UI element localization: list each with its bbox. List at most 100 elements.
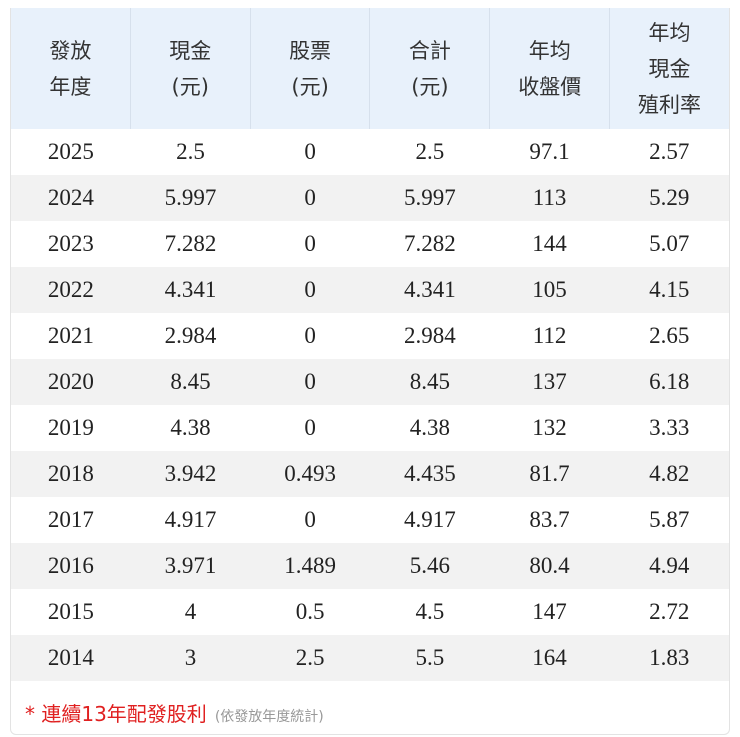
table-cell: 2014 (47, 645, 94, 670)
table-cell: 4.94 (649, 553, 690, 578)
table-cell: 2.984 (403, 323, 456, 348)
table-row: 2023 7.282 0 7.282 144 5.07 (11, 221, 729, 267)
header-cell: 股票 (元) (249, 8, 370, 129)
table-row: 2024 5.997 0 5.997 113 5.29 (11, 175, 729, 221)
table-cell: 2017 (47, 507, 94, 532)
table-cell: 2025 (47, 139, 94, 164)
table-cell: 3.942 (164, 461, 217, 486)
table-cell: 112 (532, 323, 567, 348)
table-cell: 105 (532, 277, 567, 302)
table-cell: 5.5 (415, 645, 445, 670)
table-cell: 5.07 (649, 231, 690, 256)
header-text: 現金 (648, 56, 691, 81)
header-text: (元) (291, 74, 329, 99)
table-cell: 2023 (47, 231, 94, 256)
table-row: 2015 4 0.5 4.5 147 2.72 (11, 589, 729, 635)
table-cell: 0 (304, 415, 316, 440)
header-text: 收盤價 (518, 74, 582, 99)
table-cell: 83.7 (529, 507, 570, 532)
table-row: 2014 3 2.5 5.5 164 1.83 (11, 635, 729, 681)
header-cell: 年均 現金 殖利率 (609, 8, 729, 129)
table-cell: 2020 (47, 369, 94, 394)
table-cell: 2024 (47, 185, 94, 210)
table-cell: 113 (532, 185, 567, 210)
table-cell: 8.45 (170, 369, 211, 394)
footnote-main: * 連續13年配發股利 (25, 702, 207, 726)
footnote: * 連續13年配發股利 (依發放年度統計) (25, 698, 324, 727)
table-cell: 0 (304, 139, 316, 164)
table-cell: 4 (184, 599, 197, 624)
table-cell: 147 (532, 599, 567, 624)
table-cell: 5.46 (409, 553, 450, 578)
dividend-table: 發放 年度 現金 (元) 股票 (元) 合計 (元) 年均 收盤價 年均 現金 殖利率 2025 2.5 0… (10, 8, 730, 735)
table-cell: 7.282 (164, 231, 217, 256)
table-row: 2025 2.5 0 2.5 97.1 2.57 (11, 129, 729, 175)
table-cell: 8.45 (409, 369, 450, 394)
header-cell: 現金 (元) (129, 8, 250, 129)
table-cell: 5.997 (403, 185, 456, 210)
table-cell: 4.917 (403, 507, 456, 532)
table-cell: 2022 (47, 277, 94, 302)
table-cell: 97.1 (529, 139, 570, 164)
table-cell: 4.341 (164, 277, 217, 302)
table-cell: 4.38 (170, 415, 211, 440)
footnote-note: (依發放年度統計) (214, 709, 324, 725)
table-cell: 0 (304, 323, 316, 348)
table-cell: 4.82 (649, 461, 690, 486)
table-cell: 164 (532, 645, 567, 670)
header-text: 年均 (528, 38, 571, 63)
table-cell: 2.984 (164, 323, 217, 348)
table-cell: 4.435 (403, 461, 456, 486)
table-cell: 2.5 (176, 139, 205, 164)
table-cell: 0 (304, 507, 316, 532)
table-cell: 2021 (47, 323, 94, 348)
table-row: 2020 8.45 0 8.45 137 6.18 (11, 359, 729, 405)
table-cell: 2016 (47, 553, 94, 578)
header-cell: 合計 (元) (369, 8, 489, 129)
table-cell: 144 (532, 231, 567, 256)
header-text: 發放 (49, 38, 92, 63)
table-cell: 0 (304, 185, 316, 210)
table-cell: 2.72 (649, 599, 690, 624)
table-cell: 1.83 (649, 645, 690, 670)
table-cell: 2.65 (649, 323, 690, 348)
table-cell: 4.5 (415, 599, 445, 624)
table-row: 2019 4.38 0 4.38 132 3.33 (11, 405, 729, 451)
table-cell: 1.489 (284, 553, 337, 578)
table-cell: 3.971 (164, 553, 217, 578)
table-cell: 0 (304, 369, 316, 394)
table-cell: 4.341 (403, 277, 456, 302)
table-cell: 2015 (47, 599, 94, 624)
table-row: 2016 3.971 1.489 5.46 80.4 4.94 (11, 543, 729, 589)
table-cell: 2018 (47, 461, 94, 486)
table-cell: 6.18 (649, 369, 690, 394)
table-header: 發放 年度 現金 (元) 股票 (元) 合計 (元) 年均 收盤價 年均 現金 殖利率 (11, 8, 729, 129)
table-cell: 5.87 (649, 507, 690, 532)
table-cell: 4.15 (649, 277, 690, 302)
table-cell: 137 (532, 369, 567, 394)
table-body: 2025 2.5 0 2.5 97.1 2.57 2024 5.997 0 5.997 113 5.2… (11, 129, 729, 681)
table-cell: 132 (532, 415, 567, 440)
table-cell: 5.29 (649, 185, 690, 210)
table-cell: 5.997 (164, 185, 217, 210)
header-text: 殖利率 (638, 92, 702, 117)
table-cell: 0 (304, 231, 316, 256)
table-row: 2017 4.917 0 4.917 83.7 5.87 (11, 497, 729, 543)
table-cell: 2.5 (295, 645, 325, 670)
table-cell: 3 (184, 645, 197, 670)
header-cell: 年均 收盤價 (489, 8, 609, 129)
header-text: 現金 (169, 38, 212, 63)
table-cell: 0.5 (295, 599, 325, 624)
table-cell: 4.917 (164, 507, 217, 532)
header-text: 年度 (49, 74, 92, 99)
table-cell: 2.57 (649, 139, 690, 164)
table-cell: 7.282 (403, 231, 456, 256)
table-cell: 0 (304, 277, 316, 302)
header-text: 年均 (648, 20, 691, 45)
header-text: (元) (171, 74, 209, 99)
table-cell: 80.4 (529, 553, 570, 578)
table-cell: 2.5 (415, 139, 445, 164)
header-cell: 發放 年度 (11, 8, 130, 129)
header-text: 股票 (289, 38, 332, 63)
